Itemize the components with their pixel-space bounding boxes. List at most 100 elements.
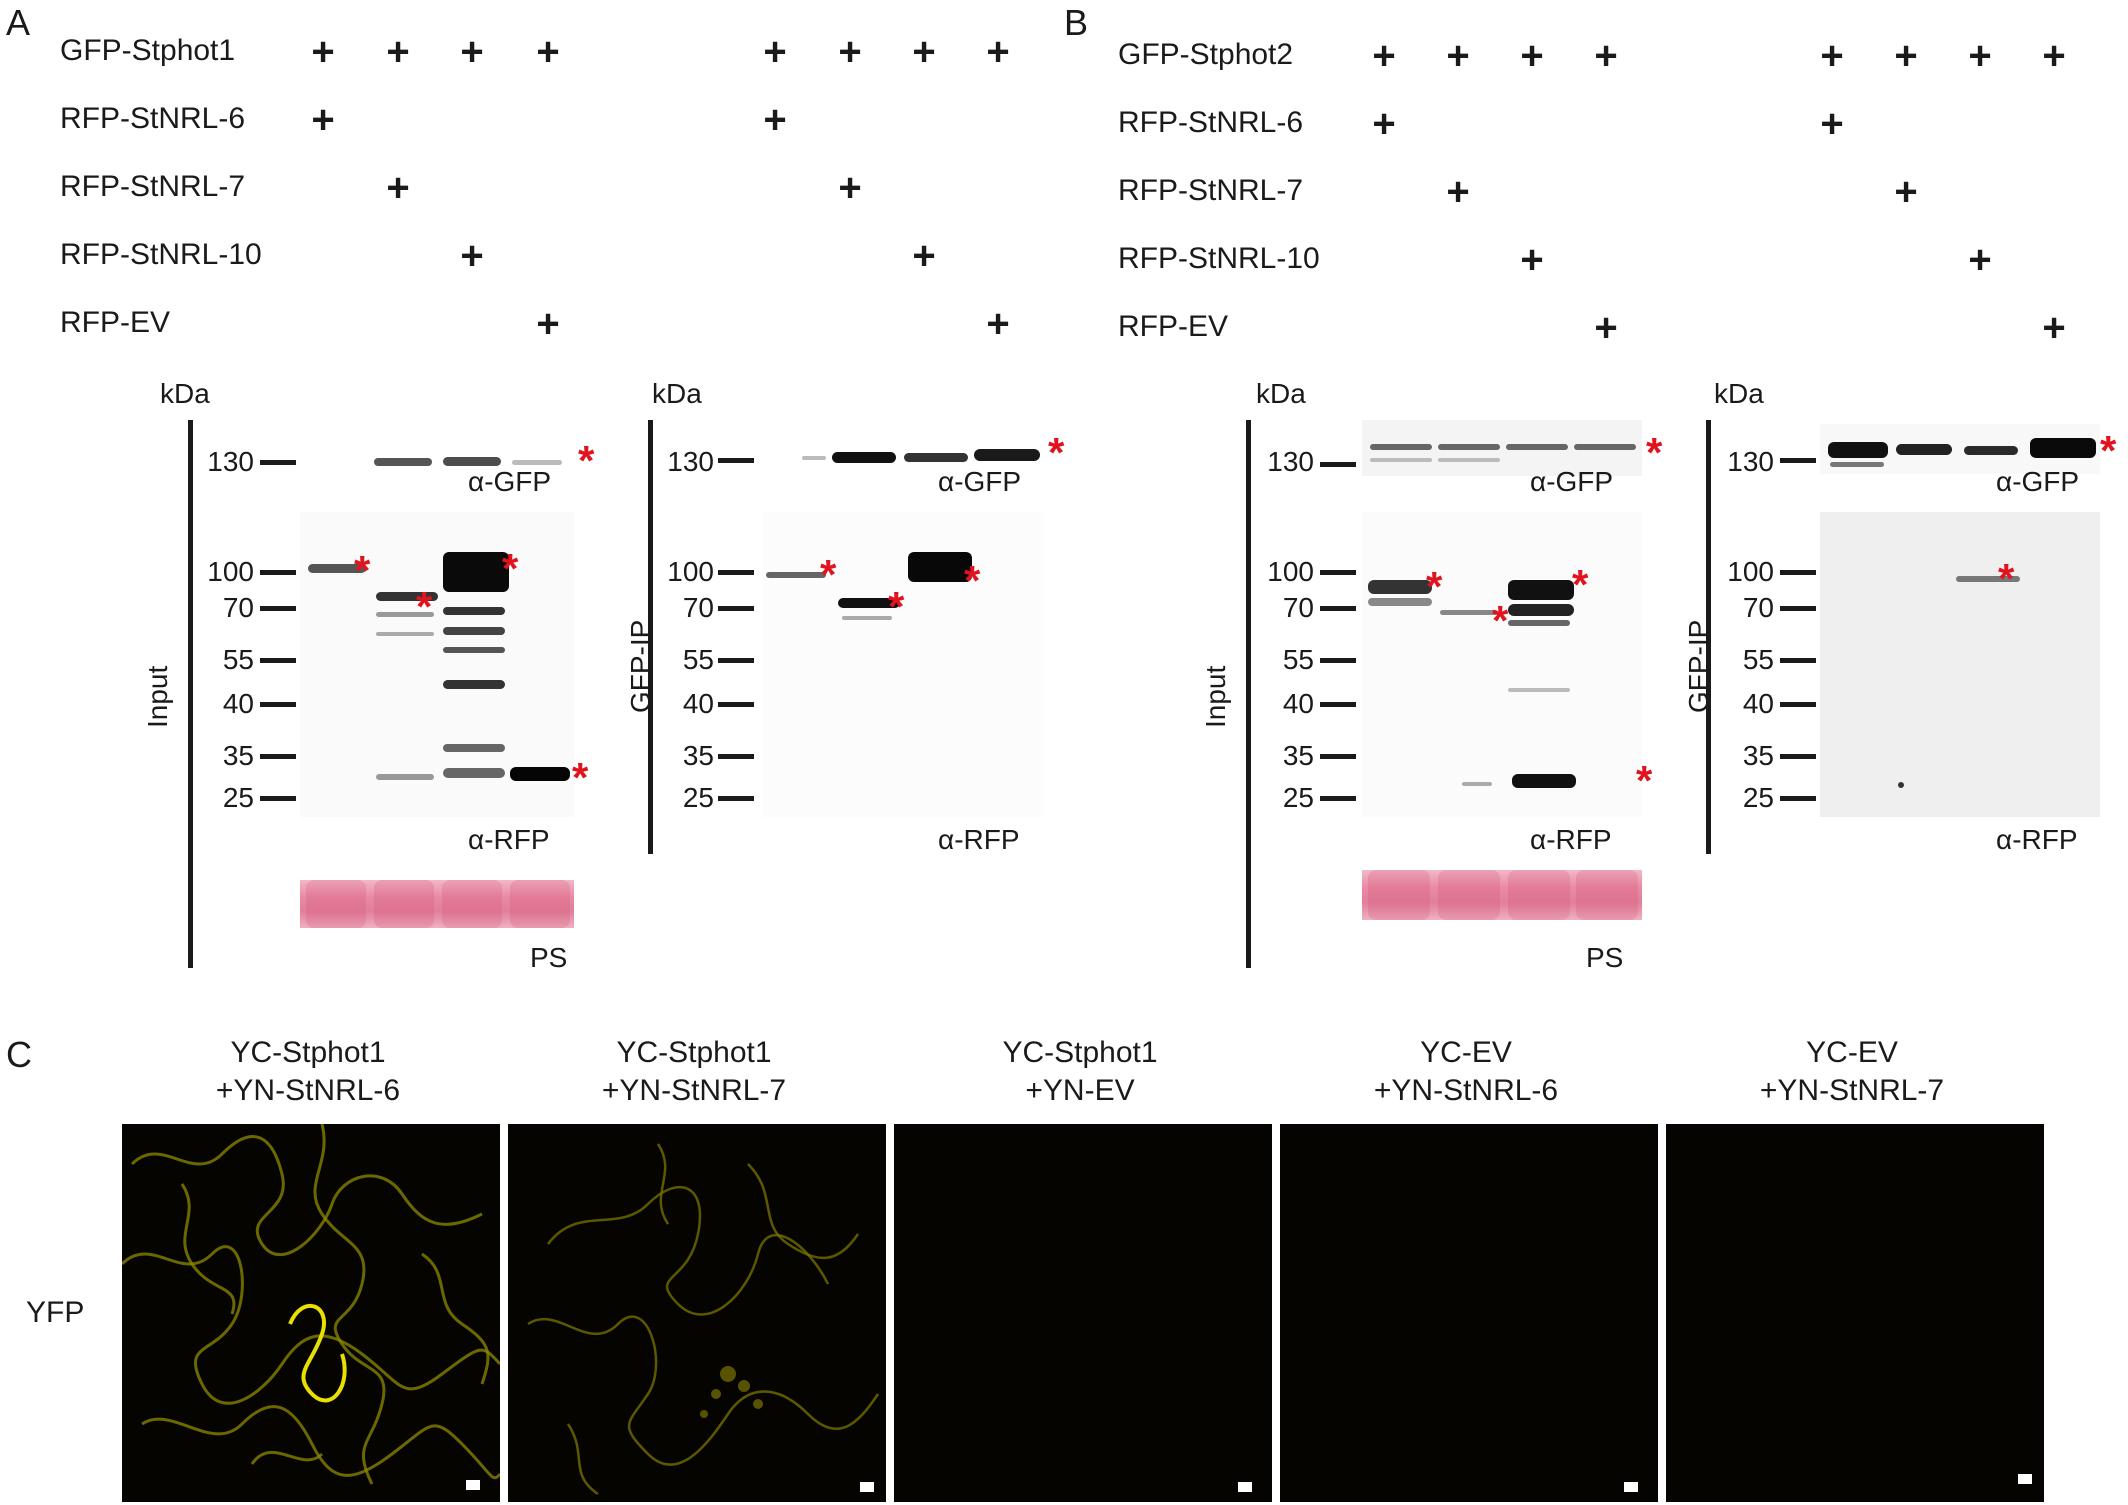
condition-label-2: YC-Stphot1 +YN-StNRL-7 <box>601 1036 787 1107</box>
mw-marker: 40 <box>222 688 254 719</box>
plus-sign: + <box>2042 306 2066 350</box>
mw-tick <box>718 606 754 611</box>
row-label-rfp-stnrl-6: RFP-StNRL-6 <box>60 102 246 135</box>
mw-marker: 25 <box>682 782 714 813</box>
mw-marker: 100 <box>667 556 714 587</box>
plus-sign: + <box>1520 34 1544 78</box>
mw-tick <box>1780 796 1816 801</box>
mw-marker: 40 <box>1742 688 1774 719</box>
blot-input-gfp-b <box>1362 420 1642 476</box>
plus-sign: + <box>1372 102 1396 146</box>
plus-sign: + <box>2042 34 2066 78</box>
asterisk: * <box>572 754 589 801</box>
mw-marker: 35 <box>1282 740 1314 771</box>
mw-tick <box>1780 754 1816 759</box>
yfp-image-2 <box>508 1124 886 1502</box>
asterisk: * <box>1636 757 1653 804</box>
axis-line <box>1706 420 1711 854</box>
mw-marker: 55 <box>222 644 254 675</box>
kda-label: kDa <box>1256 378 1306 409</box>
mw-tick <box>718 702 754 707</box>
yfp-row-label: YFP <box>26 1296 85 1329</box>
antibody-label-rfp: α-RFP <box>938 824 1020 855</box>
asterisk: * <box>820 551 837 598</box>
plus-sign: + <box>1820 34 1844 78</box>
asterisk: * <box>354 547 371 594</box>
asterisk: * <box>502 545 519 592</box>
mw-marker: 35 <box>682 740 714 771</box>
plus-sign: + <box>912 30 936 74</box>
input-side-label: Input <box>1200 665 1231 728</box>
yfp-image-4 <box>1280 1124 1658 1502</box>
mw-marker: 130 <box>1267 446 1314 477</box>
mw-tick <box>1780 606 1816 611</box>
antibody-label-gfp: α-GFP <box>1996 466 2080 497</box>
mw-marker: 55 <box>1282 644 1314 675</box>
input-side-label: Input <box>142 665 173 728</box>
row-label-rfp-stnrl-7: RFP-StNRL-7 <box>1118 174 1304 207</box>
mw-marker: 70 <box>1282 592 1314 623</box>
mw-marker: 100 <box>207 556 254 587</box>
mw-marker: 40 <box>682 688 714 719</box>
blot-ip-rfp-a <box>762 512 1044 817</box>
kda-label: kDa <box>652 378 702 409</box>
axis-line <box>648 420 653 854</box>
condition-label-5: YC-EV +YN-StNRL-7 <box>1759 1036 1945 1107</box>
plus-sign: + <box>912 234 936 278</box>
stain-label-ps: PS <box>530 942 568 973</box>
mw-marker: 40 <box>1282 688 1314 719</box>
mw-marker: 130 <box>667 446 714 477</box>
mw-tick <box>1320 796 1356 801</box>
kda-label: kDa <box>160 378 210 409</box>
condition-label-3: YC-Stphot1 +YN-EV <box>1002 1036 1158 1107</box>
mw-tick <box>718 570 754 575</box>
antibody-label-rfp: α-RFP <box>468 824 550 855</box>
asterisk: * <box>964 557 981 604</box>
ponceau-stain-b <box>1362 870 1642 920</box>
mw-marker: 130 <box>207 446 254 477</box>
mw-tick <box>1780 570 1816 575</box>
plus-sign: + <box>1372 34 1396 78</box>
condition-label-1: YC-Stphot1 +YN-StNRL-6 <box>215 1036 401 1107</box>
plus-sign: + <box>1894 170 1918 214</box>
row-label-gfp-stphot1: GFP-Stphot1 <box>60 34 236 67</box>
plus-sign: + <box>460 30 484 74</box>
mw-tick <box>718 754 754 759</box>
mw-tick <box>260 606 296 611</box>
mw-tick <box>1780 702 1816 707</box>
yfp-image-1 <box>122 1124 500 1502</box>
asterisk: * <box>416 583 433 630</box>
row-label-rfp-stnrl-10: RFP-StNRL-10 <box>60 238 262 271</box>
plus-sign: + <box>1520 238 1544 282</box>
blot-input-gfp-a <box>300 420 574 498</box>
mw-tick <box>260 702 296 707</box>
antibody-label-rfp: α-RFP <box>1530 824 1612 855</box>
panel-c-letter: C <box>6 1034 32 1075</box>
plus-sign: + <box>838 30 862 74</box>
mw-tick <box>260 796 296 801</box>
mw-tick <box>1320 754 1356 759</box>
asterisk: * <box>1572 561 1589 608</box>
plus-sign: + <box>986 302 1010 346</box>
blot-ip-rfp-b <box>1820 512 2100 817</box>
mw-marker: 100 <box>1267 556 1314 587</box>
mw-tick <box>1320 462 1356 467</box>
mw-marker: 35 <box>1742 740 1774 771</box>
ponceau-stain-a <box>300 880 574 928</box>
plus-sign: + <box>1594 34 1618 78</box>
asterisk: * <box>1426 563 1443 610</box>
plus-sign: + <box>311 30 335 74</box>
mw-marker: 70 <box>682 592 714 623</box>
plus-sign: + <box>311 98 335 142</box>
asterisk: * <box>1048 429 1065 476</box>
gfp-ip-side-label: GFP-IP <box>1683 619 1714 713</box>
plus-sign: + <box>536 30 560 74</box>
mw-tick <box>1780 658 1816 663</box>
mw-tick <box>1320 702 1356 707</box>
mw-tick <box>260 570 296 575</box>
yfp-image-5 <box>1666 1124 2044 1502</box>
mw-marker: 130 <box>1727 446 1774 477</box>
mw-marker: 25 <box>1742 782 1774 813</box>
asterisk: * <box>2100 427 2117 474</box>
plus-sign: + <box>460 234 484 278</box>
